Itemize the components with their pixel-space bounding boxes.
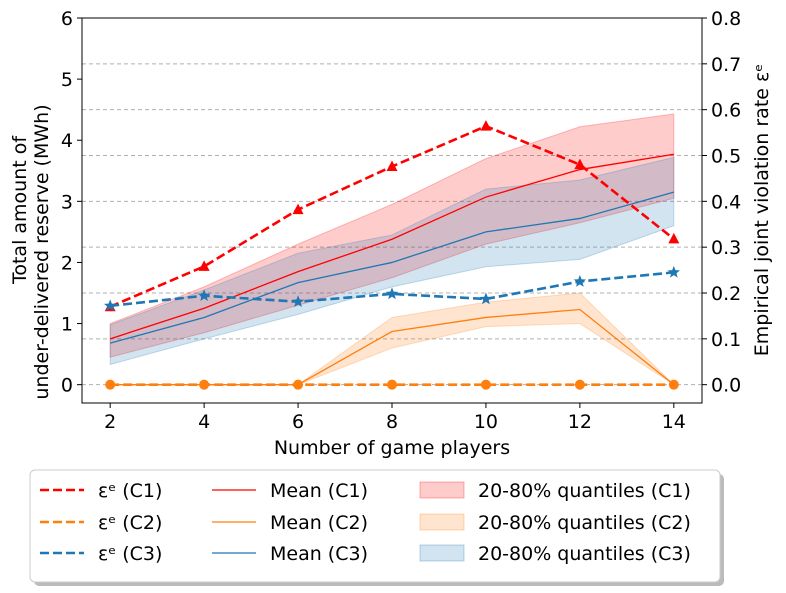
left-axis-label-line2: under-delivered reserve (MWh) bbox=[31, 104, 53, 399]
x-tick-label-5: 12 bbox=[568, 411, 592, 433]
right-tick-label-7: 0.7 bbox=[711, 54, 741, 76]
x-tick-label-2: 6 bbox=[292, 411, 304, 433]
legend-label-quantile-2: 20-80% quantiles (C2) bbox=[478, 512, 691, 534]
violation-point-1-7 bbox=[668, 232, 680, 244]
right-tick-label-5: 0.5 bbox=[711, 146, 741, 168]
right-tick-label-3: 0.3 bbox=[711, 237, 741, 259]
violation-point-3-6 bbox=[573, 275, 587, 287]
mean-line-1 bbox=[109, 153, 674, 340]
x-axis-label: Number of game players bbox=[274, 437, 510, 459]
left-tick-label-0: 0 bbox=[61, 375, 73, 397]
left-tick-label-1: 1 bbox=[61, 314, 73, 336]
violation-point-2-4 bbox=[387, 379, 397, 390]
violation-point-2-6 bbox=[574, 379, 585, 390]
violation-point-3-2 bbox=[197, 289, 211, 302]
left-tick-label-2: 2 bbox=[61, 252, 73, 274]
violation-point-3-1 bbox=[104, 299, 117, 312]
x-tick-label-3: 8 bbox=[386, 411, 398, 433]
legend-label-quantile-1: 20-80% quantiles (C1) bbox=[478, 480, 691, 502]
violation-point-2-5 bbox=[480, 379, 491, 390]
legend-label-violation-3: εᵉ (C3) bbox=[98, 543, 162, 565]
violation-markers bbox=[104, 120, 680, 390]
right-tick-label-1: 0.1 bbox=[711, 329, 741, 351]
legend-box bbox=[29, 469, 721, 583]
violation-point-2-1 bbox=[105, 379, 116, 390]
left-tick-label-6: 6 bbox=[61, 8, 73, 30]
left-tick-label-3: 3 bbox=[61, 191, 73, 213]
violation-point-1-4 bbox=[386, 160, 398, 171]
right-axis-label: Empirical joint violation rate εᵉ bbox=[751, 64, 773, 356]
violation-point-1-2 bbox=[198, 260, 210, 271]
left-axis-ticks: 0 1 2 3 4 5 6 bbox=[61, 8, 82, 397]
legend-swatch-quantile-2 bbox=[419, 513, 465, 531]
legend-swatch-quantile-3 bbox=[419, 544, 465, 562]
legend-swatch-quantile-1 bbox=[419, 481, 465, 499]
x-axis-ticks: 2 4 6 8 10 12 14 bbox=[104, 403, 686, 433]
legend-label-quantile-3: 20-80% quantiles (C3) bbox=[478, 543, 691, 565]
violation-point-2-3 bbox=[293, 379, 304, 390]
violation-point-3-7 bbox=[667, 265, 680, 278]
x-tick-label-1: 4 bbox=[198, 411, 210, 433]
violation-point-3-3 bbox=[291, 295, 305, 307]
violation-point-3-4 bbox=[385, 287, 399, 300]
legend-label-violation-1: εᵉ (C1) bbox=[98, 480, 162, 502]
violation-point-1-3 bbox=[292, 203, 304, 215]
legend-label-mean-2: Mean (C2) bbox=[270, 512, 368, 534]
right-tick-label-4: 0.4 bbox=[711, 191, 741, 213]
right-tick-label-8: 0.8 bbox=[711, 8, 741, 30]
left-tick-label-5: 5 bbox=[61, 69, 73, 91]
violation-point-1-6 bbox=[574, 158, 586, 170]
quantile-bands bbox=[109, 113, 675, 386]
right-axis-ticks: 0.0 0.1 0.2 0.3 0.4 0.5 0.6 0.7 0.8 bbox=[702, 8, 741, 397]
legend: εᵉ (C1) εᵉ (C2) εᵉ (C3) Mean (C1) Mean (C2) M… bbox=[29, 469, 724, 586]
violation-point-3-5 bbox=[479, 292, 493, 305]
right-tick-label-2: 0.2 bbox=[711, 283, 741, 305]
violation-point-1-5 bbox=[480, 120, 492, 131]
x-tick-label-6: 14 bbox=[662, 411, 686, 433]
left-tick-label-4: 4 bbox=[61, 130, 73, 152]
mean-line-3 bbox=[110, 191, 674, 344]
quantile-band-3 bbox=[109, 156, 675, 366]
x-tick-label-0: 2 bbox=[104, 411, 116, 433]
x-tick-label-4: 10 bbox=[474, 411, 498, 433]
right-tick-label-6: 0.6 bbox=[711, 100, 741, 122]
legend-label-violation-2: εᵉ (C2) bbox=[98, 512, 162, 534]
legend-label-mean-3: Mean (C3) bbox=[270, 543, 368, 565]
violation-point-2-2 bbox=[199, 379, 210, 390]
left-axis-label-line1: Total amount of bbox=[9, 135, 31, 285]
quantile-band-1 bbox=[109, 113, 675, 358]
right-tick-label-0: 0.0 bbox=[711, 375, 741, 397]
violation-point-2-7 bbox=[668, 379, 679, 390]
legend-label-mean-1: Mean (C1) bbox=[270, 480, 368, 502]
